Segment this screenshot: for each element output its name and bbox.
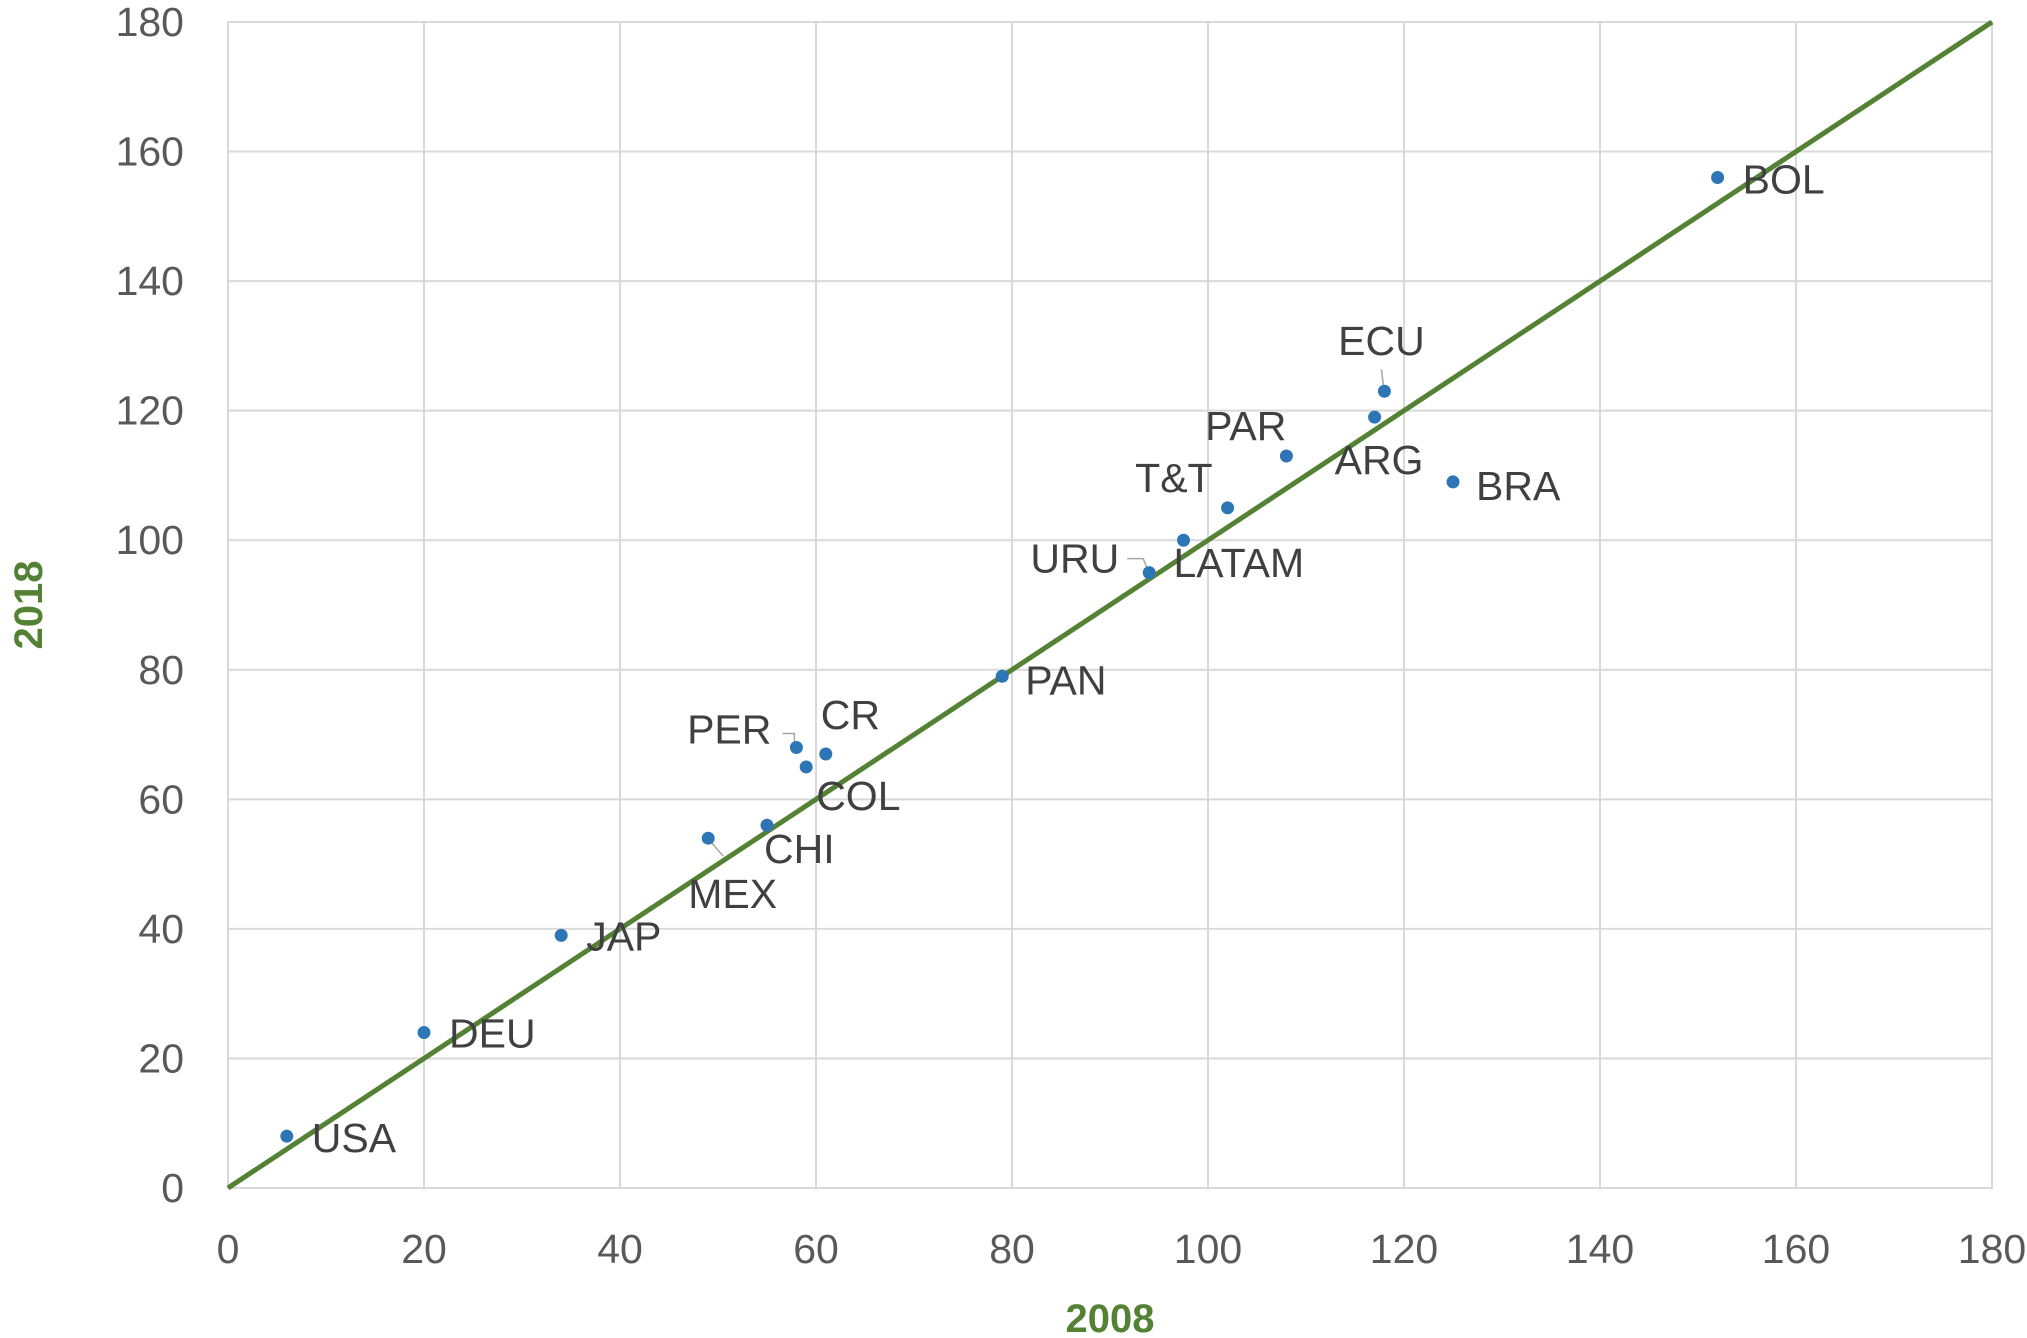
x-axis-title: 2008 [1066, 1297, 1155, 1338]
leader-line [782, 732, 796, 744]
data-point [1279, 449, 1293, 463]
x-tick-label: 0 [217, 1226, 240, 1272]
y-axis-title: 2018 [7, 561, 51, 650]
x-axis-tick-labels: 0 20 40 60 80 100 120 140 160 180 [217, 1226, 2027, 1272]
x-tick-label: 20 [401, 1226, 447, 1272]
x-tick-label: 120 [1370, 1226, 1438, 1272]
y-tick-label: 40 [138, 906, 184, 952]
data-points [280, 170, 1725, 1143]
data-point [280, 1129, 294, 1143]
data-label: ARG [1335, 437, 1424, 483]
x-tick-label: 40 [597, 1226, 643, 1272]
y-tick-label: 160 [116, 129, 184, 175]
y-tick-label: 100 [116, 517, 184, 563]
x-tick-label: 60 [793, 1226, 839, 1272]
x-tick-label: 180 [1958, 1226, 2026, 1272]
y-tick-label: 20 [138, 1035, 184, 1081]
data-point [554, 928, 568, 942]
data-point [799, 760, 813, 774]
y-tick-label: 0 [161, 1165, 184, 1211]
data-label: URU [1030, 536, 1119, 582]
data-label: ECU [1338, 318, 1425, 364]
data-point [995, 669, 1009, 683]
data-point [1221, 501, 1235, 515]
plot-area-frame [227, 21, 1993, 1189]
data-point [1368, 410, 1382, 424]
x-tick-label: 100 [1174, 1226, 1242, 1272]
leader-line [1127, 557, 1148, 569]
identity-reference-line [226, 19, 1994, 1191]
data-label: BOL [1743, 156, 1825, 202]
data-label: MEX [688, 871, 777, 917]
data-label: CR [821, 692, 880, 738]
data-point [1177, 533, 1190, 547]
x-tick-label: 160 [1762, 1226, 1830, 1272]
y-tick-label: 80 [138, 647, 184, 693]
data-label: DEU [449, 1011, 536, 1057]
data-label: PAR [1205, 403, 1286, 449]
data-label: PER [687, 707, 771, 753]
data-label: LATAM [1174, 540, 1305, 586]
data-point [819, 747, 833, 761]
data-label: BRA [1476, 463, 1561, 509]
data-label: T&T [1135, 455, 1212, 501]
data-point [1142, 566, 1156, 580]
data-label: CHI [764, 826, 835, 872]
data-label: PAN [1025, 657, 1106, 703]
data-point [417, 1026, 431, 1040]
y-tick-label: 120 [116, 388, 184, 434]
label-leader-lines [710, 369, 1385, 857]
y-axis-tick-labels: 0 20 40 60 80 100 120 140 160 180 [116, 0, 184, 1211]
leader-line [1380, 369, 1385, 386]
leader-line [710, 841, 724, 857]
data-point [760, 818, 774, 832]
data-point [1377, 384, 1391, 398]
data-label: COL [816, 773, 900, 819]
data-point [701, 831, 715, 845]
data-label: JAP [586, 913, 661, 959]
data-label: USA [312, 1115, 397, 1161]
y-tick-label: 60 [138, 776, 184, 822]
y-tick-label: 140 [116, 258, 184, 304]
data-point [1446, 475, 1460, 489]
y-tick-label: 180 [116, 0, 184, 45]
x-tick-label: 140 [1566, 1226, 1634, 1272]
x-tick-label: 80 [989, 1226, 1035, 1272]
data-point [1711, 170, 1725, 184]
data-point [789, 741, 803, 755]
